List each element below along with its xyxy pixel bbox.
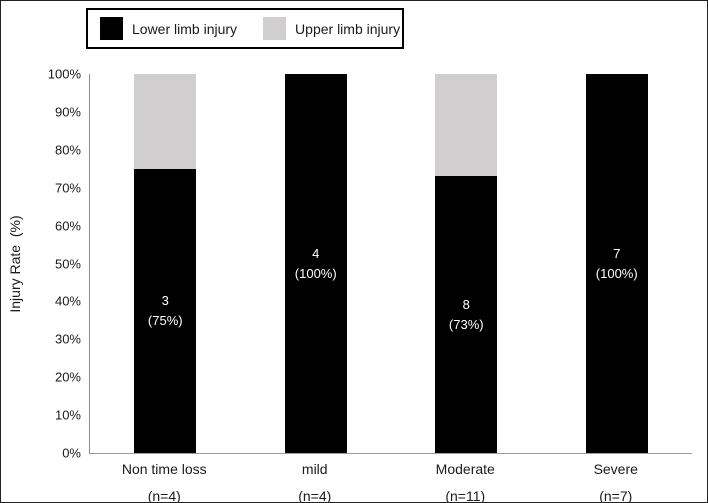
bar-segment-upper-limb [435, 74, 498, 177]
bar-percent: (73%) [448, 316, 484, 332]
x-category-name: mild [301, 461, 328, 477]
x-category-label: Non time loss (n=4) [89, 461, 240, 503]
x-category-n-count: (n=4) [147, 488, 181, 503]
bar-count: 8 [462, 296, 470, 312]
bar-segment-lower-limb: 4 (100%) [284, 74, 347, 453]
bar-count: 3 [161, 292, 169, 308]
y-tick-label: 80% [54, 142, 81, 158]
x-category-n-count: (n=11) [445, 488, 486, 503]
y-tick-label: 0% [62, 445, 81, 461]
x-category-n-count: (n=4) [298, 488, 332, 503]
x-category-name: Non time loss [121, 461, 207, 477]
y-tick-label: 30% [54, 331, 81, 347]
bar-value-label: 7 (100%) [596, 244, 638, 284]
bar-value-label: 8 (73%) [449, 295, 484, 335]
y-axis-tick-labels: 0% 10% 20% 30% 40% 50% 60% 70% 80% 90% 100% [1, 67, 81, 461]
bar-count: 7 [613, 245, 621, 261]
bar-percent: (100%) [595, 265, 638, 281]
y-tick-label: 40% [54, 293, 81, 309]
bar-group: 3 (75%) [90, 74, 241, 453]
bar-percent: (75%) [147, 312, 183, 328]
bar-count: 4 [312, 245, 320, 261]
lower-limb-swatch-icon [100, 17, 123, 40]
legend-label-lower-limb: Lower limb injury [132, 20, 238, 37]
x-category-name: Severe [593, 461, 638, 477]
bar-segment-lower-limb: 3 (75%) [134, 168, 197, 453]
y-tick-label: 70% [54, 180, 81, 196]
bar-percent: (100%) [294, 265, 337, 281]
chart-legend: Lower limb injury Upper limb injury [86, 8, 404, 49]
x-category-label: Severe (n=7) [541, 461, 692, 503]
y-tick-label: 20% [54, 369, 81, 385]
bar-segment-upper-limb [134, 74, 197, 169]
x-category-name: Moderate [435, 461, 495, 477]
y-tick-label: 50% [54, 256, 81, 271]
legend-item-lower-limb: Lower limb injury [100, 17, 237, 40]
bar-group: 8 (73%) [391, 74, 542, 453]
x-category-n-count: (n=7) [599, 488, 633, 503]
y-tick-label: 60% [54, 218, 81, 234]
plot-area: 3 (75%) 4 (100%) 8 (73%) 7 (100%) [89, 74, 692, 454]
y-tick-label: 10% [54, 407, 81, 423]
y-tick-label: 90% [54, 104, 81, 120]
bar-segment-lower-limb: 8 (73%) [435, 176, 498, 453]
x-axis-category-labels: Non time loss (n=4) mild (n=4) Moderate (n=11… [89, 461, 692, 503]
bar-group: 4 (100%) [241, 74, 392, 453]
y-tick-label: 100% [47, 66, 81, 82]
bar-segment-lower-limb: 7 (100%) [585, 74, 648, 453]
bar-value-label: 4 (100%) [295, 244, 337, 284]
upper-limb-swatch-icon [263, 17, 287, 40]
bar-value-label: 3 (75%) [148, 291, 183, 331]
legend-item-upper-limb: Upper limb injury [263, 17, 400, 40]
bar-group: 7 (100%) [542, 74, 693, 453]
legend-label-upper-limb: Upper limb injury [295, 20, 401, 37]
x-category-label: mild (n=4) [240, 461, 391, 503]
x-category-label: Moderate (n=11) [390, 461, 541, 503]
